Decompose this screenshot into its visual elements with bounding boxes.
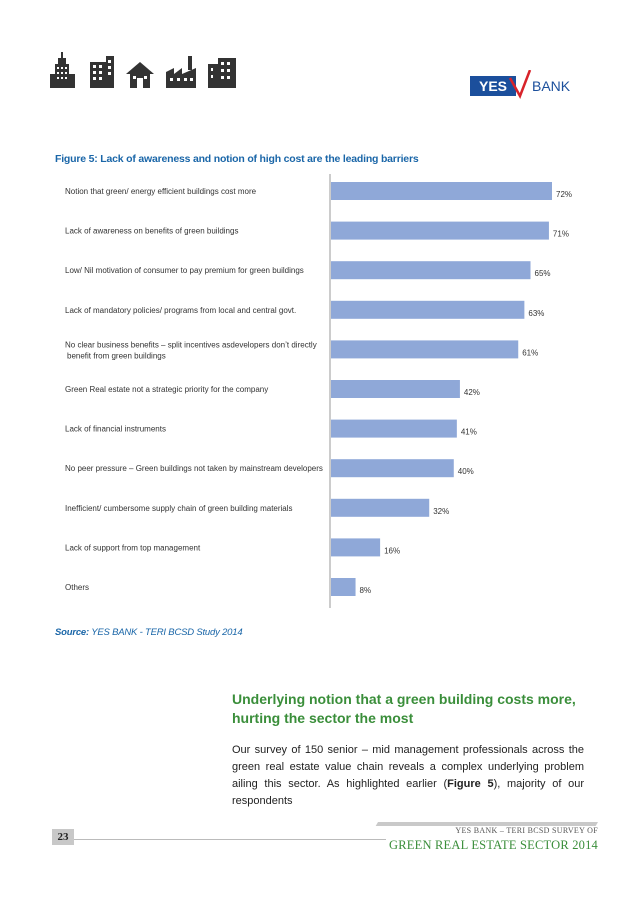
office-building-icon (90, 56, 114, 88)
logo-checkmark (508, 70, 532, 99)
logo-yes-block (470, 76, 516, 96)
bar-value-label-10: 8% (360, 586, 372, 595)
bar-value-label-4: 61% (522, 348, 538, 357)
apartment-building-icon (208, 58, 236, 88)
page-number: 23 (52, 829, 74, 845)
source-label: Source: (55, 627, 89, 638)
category-label-1: Lack of awareness on benefits of green b… (65, 227, 238, 236)
category-label-10: Others (65, 583, 89, 592)
figure-title: Figure 5: Lack of awareness and notion o… (55, 153, 419, 165)
factory-icon (166, 56, 196, 88)
bar-value-label-5: 42% (464, 388, 480, 397)
category-label-8: Inefficient/ cumbersome supply chain of … (65, 504, 293, 513)
bar-value-label-7: 40% (458, 467, 474, 476)
bar-5 (331, 380, 460, 398)
section-heading: Underlying notion that a green building … (232, 691, 576, 726)
bar-9 (331, 538, 381, 557)
bar-6 (331, 419, 457, 438)
logo-yes-text: YES (479, 78, 507, 94)
bar-1 (331, 221, 549, 240)
bar-value-label-2: 65% (535, 269, 551, 278)
house-icon (126, 62, 154, 88)
category-label-3: Lack of mandatory policies/ programs fro… (65, 306, 296, 315)
category-label-4-line-0: No clear business benefits – split incen… (65, 340, 317, 349)
bar-4 (331, 340, 519, 359)
body-text-part2: ), majority of our respondents (232, 778, 584, 807)
bar-value-label-1: 71% (553, 230, 569, 239)
bar-value-label-0: 72% (556, 190, 572, 199)
category-label-5: Green Real estate not a strategic priori… (65, 385, 268, 394)
barrier-bar-chart: 72% Notion that green/ energy efficient b… (65, 174, 572, 608)
header-icons (50, 52, 236, 88)
footer-divider (56, 839, 386, 840)
logo-bank-text: BANK (532, 78, 571, 94)
bar-value-label-3: 63% (528, 309, 544, 318)
bar-10 (331, 578, 356, 596)
yes-bank-logo: YES BANK (470, 70, 571, 99)
bar-7 (331, 459, 454, 478)
section-body: Our survey of 150 senior – mid managemen… (232, 742, 584, 810)
bar-8 (331, 498, 430, 517)
bar-3 (331, 300, 525, 319)
category-label-4-line-1: benefit from green buildings (67, 351, 166, 360)
bar-0 (331, 182, 552, 200)
category-label-6: Lack of financial instruments (65, 425, 166, 434)
figure-source: Source: YES BANK - TERI BCSD Study 2014 (55, 627, 243, 638)
body-text-part1: Our survey of 150 senior – mid managemen… (232, 744, 584, 790)
bar-value-label-9: 16% (384, 546, 400, 555)
skyscraper-icon (50, 52, 75, 88)
category-label-7: No peer pressure – Green buildings not t… (65, 464, 323, 473)
category-label-0: Notion that green/ energy efficient buil… (65, 187, 257, 196)
category-label-9: Lack of support from top management (65, 543, 201, 552)
category-label-2: Low/ Nil motivation of consumer to pay p… (65, 266, 304, 275)
figure-reference: Figure 5 (447, 778, 494, 790)
bar-value-label-8: 32% (433, 507, 449, 516)
footer-report-title: GREEN REAL ESTATE SECTOR 2014 (389, 838, 598, 852)
source-text: YES BANK - TERI BCSD Study 2014 (91, 627, 243, 638)
footer-survey-title: YES BANK – TERI BCSD SURVEY OF (455, 826, 598, 835)
bar-value-label-6: 41% (461, 428, 477, 437)
bar-2 (331, 261, 531, 280)
